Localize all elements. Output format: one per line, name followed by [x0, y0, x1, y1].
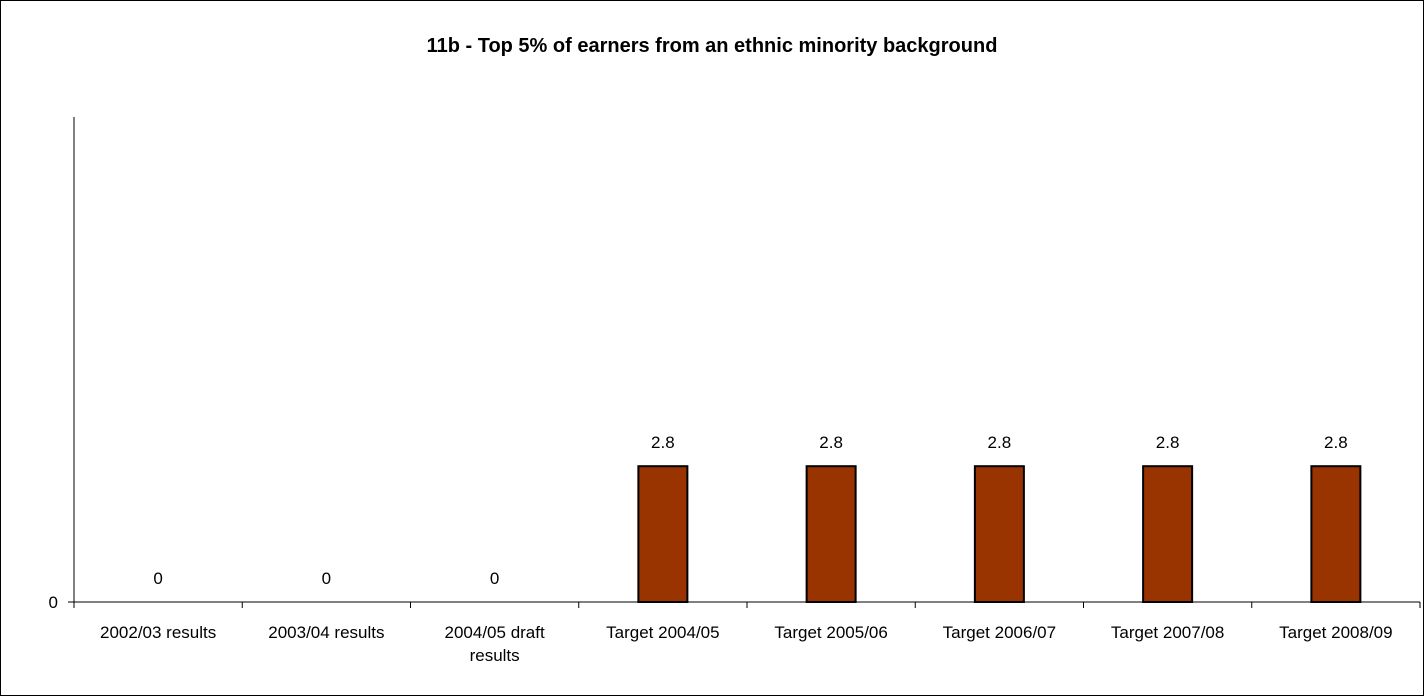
- x-tick-label: 2003/04 results: [268, 623, 384, 642]
- x-tick-label: 2004/05 draft results: [445, 623, 545, 665]
- data-label: 0: [322, 569, 331, 588]
- bar: [1142, 465, 1194, 604]
- x-tick-label: Target 2007/08: [1111, 623, 1224, 642]
- data-label: 2.8: [819, 433, 843, 452]
- bar: [973, 465, 1025, 604]
- data-label: 2.8: [1156, 433, 1180, 452]
- chart-title: 11b - Top 5% of earners from an ethnic m…: [426, 35, 998, 57]
- data-label: 2.8: [1324, 433, 1348, 452]
- x-tick-label: Target 2008/09: [1279, 623, 1392, 642]
- x-tick-label: 2002/03 results: [100, 623, 216, 642]
- x-tick-label: Target 2005/06: [774, 623, 887, 642]
- data-label: 0: [490, 569, 499, 588]
- bar: [637, 465, 689, 604]
- y-tick-label: 0: [49, 593, 58, 612]
- bar: [805, 465, 857, 604]
- data-label: 2.8: [988, 433, 1012, 452]
- data-label: 2.8: [651, 433, 675, 452]
- x-tick-label: Target 2006/07: [943, 623, 1056, 642]
- data-label: 0: [153, 569, 162, 588]
- bar: [1310, 465, 1362, 604]
- x-tick-label: Target 2004/05: [606, 623, 719, 642]
